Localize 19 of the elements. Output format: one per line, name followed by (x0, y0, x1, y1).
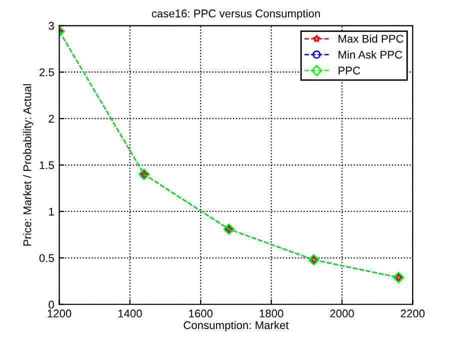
y-tick-label: 0 (48, 300, 54, 309)
x-tick-label: 2000 (330, 310, 354, 318)
chart-title: case16: PPC versus Consumption (152, 9, 320, 20)
y-tick-label: 2.5 (40, 68, 54, 76)
y-axis-title: Price: Market / Probability: Actual (23, 84, 34, 246)
legend-label: Min Ask PPC (338, 50, 402, 59)
x-axis-title: Consumption: Market (184, 320, 289, 332)
legend-label: PPC (338, 66, 360, 75)
x-tick-label: 1400 (118, 310, 142, 318)
x-tick-label: 1200 (48, 310, 72, 318)
y-tick-label: 1 (49, 208, 54, 216)
x-tick-label: 1800 (260, 310, 284, 318)
x-tick-label: 2200 (400, 310, 425, 318)
x-tick-label: 1600 (189, 310, 213, 318)
y-tick-label: 1.5 (40, 161, 54, 170)
legend-label: Max Bid PPC (338, 34, 404, 43)
y-tick-label: 0.5 (39, 254, 54, 262)
y-tick-label: 2 (48, 114, 54, 123)
y-tick-label: 3 (48, 22, 54, 30)
